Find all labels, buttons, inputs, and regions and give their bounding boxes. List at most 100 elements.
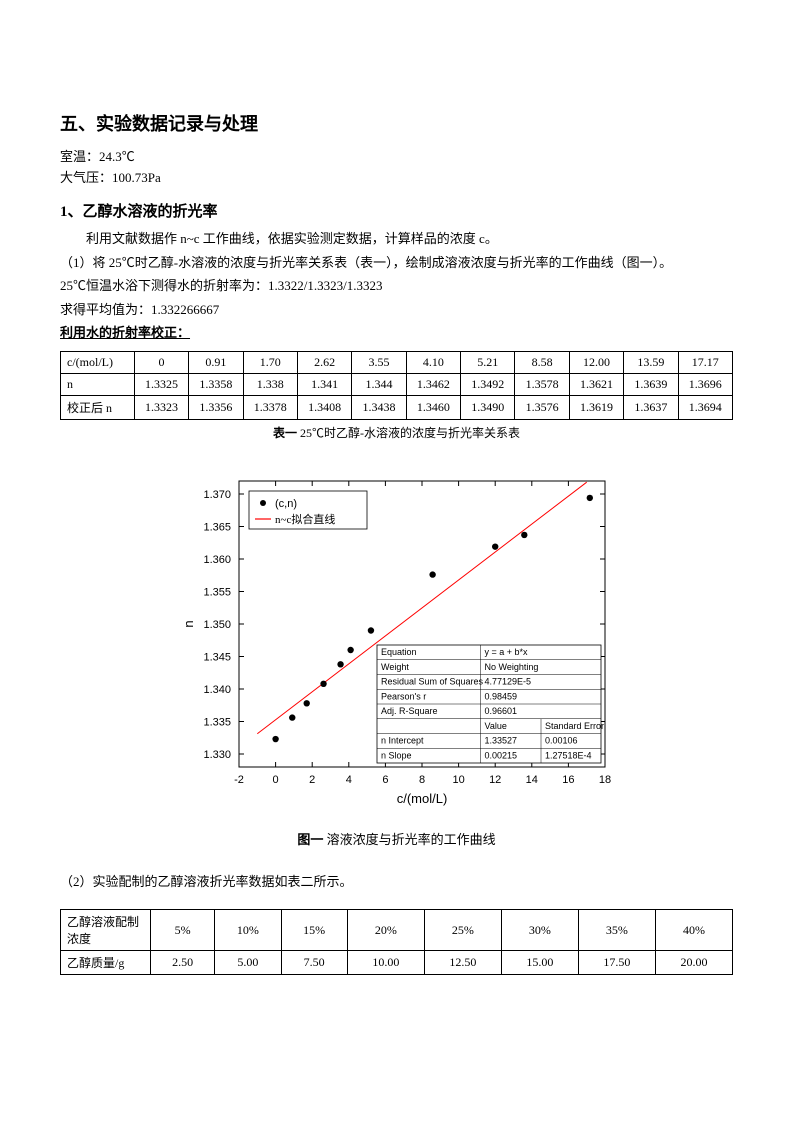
pressure: 大气压：100.73Pa	[60, 167, 733, 186]
table-cell: 1.3492	[461, 373, 515, 395]
svg-text:1.365: 1.365	[203, 521, 231, 533]
svg-text:1.27518E-4: 1.27518E-4	[545, 750, 592, 760]
svg-text:1.345: 1.345	[203, 651, 231, 663]
svg-text:1.33527: 1.33527	[484, 735, 517, 745]
svg-text:0.00106: 0.00106	[545, 735, 578, 745]
table-cell: 20%	[347, 910, 424, 951]
chart-figure-1: -20246810121416181.3301.3351.3401.3451.3…	[177, 471, 617, 811]
svg-text:Equation: Equation	[381, 647, 417, 657]
table-cell: 5%	[151, 910, 215, 951]
svg-text:1.355: 1.355	[203, 586, 231, 598]
table-1-caption: 表一 25℃时乙醇-水溶液的浓度与折光率关系表	[60, 424, 733, 441]
svg-text:1.360: 1.360	[203, 554, 231, 566]
svg-text:0: 0	[272, 774, 278, 786]
svg-text:14: 14	[525, 774, 537, 786]
svg-text:10: 10	[452, 774, 464, 786]
table-cell: 1.3408	[297, 395, 351, 419]
paragraph-4: 求得平均值为：1.332266667	[60, 300, 733, 320]
table-cell: 1.3462	[406, 373, 460, 395]
table-cell: c/(mol/L)	[61, 351, 135, 373]
room-temp: 室温：24.3℃	[60, 146, 733, 165]
table-1: c/(mol/L)00.911.702.623.554.105.218.5812…	[60, 351, 733, 420]
svg-text:0.98459: 0.98459	[484, 691, 517, 701]
svg-text:Pearson's r: Pearson's r	[381, 691, 426, 701]
table-cell: 15.00	[501, 951, 578, 975]
svg-text:Value: Value	[484, 720, 506, 730]
chart-svg: -20246810121416181.3301.3351.3401.3451.3…	[177, 471, 617, 811]
table-cell: 0.91	[189, 351, 243, 373]
table-cell: 1.338	[243, 373, 297, 395]
table-cell: 乙醇质量/g	[61, 951, 151, 975]
table-cell: 3.55	[352, 351, 406, 373]
svg-text:-2: -2	[234, 774, 244, 786]
svg-text:0.00215: 0.00215	[484, 750, 517, 760]
svg-text:Weight: Weight	[381, 661, 409, 671]
table-cell: 10%	[215, 910, 281, 951]
table-cell: 1.3637	[624, 395, 678, 419]
table-cell: 1.3694	[678, 395, 732, 419]
table-cell: 1.3358	[189, 373, 243, 395]
svg-text:n~c拟合直线: n~c拟合直线	[275, 512, 335, 526]
svg-text:1.340: 1.340	[203, 684, 231, 696]
table-cell: 20.00	[655, 951, 732, 975]
paragraph-5: 利用水的折射率校正：	[60, 323, 733, 343]
svg-text:1.370: 1.370	[203, 489, 231, 501]
table-cell: 1.3578	[515, 373, 569, 395]
table-cell: 1.3639	[624, 373, 678, 395]
table-cell: 5.21	[461, 351, 515, 373]
svg-text:Adj. R-Square: Adj. R-Square	[381, 706, 438, 716]
table-cell: 4.10	[406, 351, 460, 373]
paragraph-2: （1）将 25℃时乙醇-水溶液的浓度与折光率关系表（表一），绘制成溶液浓度与折光…	[60, 253, 733, 273]
table-cell: 1.3621	[569, 373, 623, 395]
table-cell: 校正后 n	[61, 395, 135, 419]
table-cell: 1.70	[243, 351, 297, 373]
table-2: 乙醇溶液配制浓度5%10%15%20%25%30%35%40%乙醇质量/g2.5…	[60, 909, 733, 975]
svg-text:4: 4	[345, 774, 351, 786]
figure-1-caption-rest: 溶液浓度与折光率的工作曲线	[323, 832, 495, 847]
table-cell: 1.3356	[189, 395, 243, 419]
table-cell: 5.00	[215, 951, 281, 975]
svg-text:8: 8	[418, 774, 424, 786]
svg-text:1.335: 1.335	[203, 716, 231, 728]
table-cell: 7.50	[281, 951, 347, 975]
svg-text:1.350: 1.350	[203, 619, 231, 631]
svg-text:0.96601: 0.96601	[484, 706, 517, 716]
svg-text:(c,n): (c,n)	[275, 498, 297, 510]
table-cell: 10.00	[347, 951, 424, 975]
svg-text:2: 2	[309, 774, 315, 786]
svg-text:18: 18	[598, 774, 610, 786]
table-cell: 1.3490	[461, 395, 515, 419]
table-cell: 17.50	[578, 951, 655, 975]
svg-text:1.330: 1.330	[203, 749, 231, 761]
figure-1-caption-bold: 图一	[297, 832, 323, 847]
svg-text:c/(mol/L): c/(mol/L)	[396, 791, 447, 806]
table-cell: 1.3460	[406, 395, 460, 419]
table-cell: 12.00	[569, 351, 623, 373]
table-cell: 17.17	[678, 351, 732, 373]
table-cell: 2.62	[297, 351, 351, 373]
svg-text:n Intercept: n Intercept	[381, 735, 424, 745]
table-cell: 1.3438	[352, 395, 406, 419]
svg-text:12: 12	[489, 774, 501, 786]
figure-1-caption: 图一 溶液浓度与折光率的工作曲线	[60, 829, 733, 848]
table-cell: 1.3325	[134, 373, 188, 395]
table-cell: 0	[134, 351, 188, 373]
svg-text:No Weighting: No Weighting	[484, 661, 538, 671]
svg-text:n Slope: n Slope	[381, 750, 412, 760]
table-cell: 40%	[655, 910, 732, 951]
table-cell: 15%	[281, 910, 347, 951]
table-cell: 1.3619	[569, 395, 623, 419]
table-cell: 12.50	[424, 951, 501, 975]
table-cell: 8.58	[515, 351, 569, 373]
svg-text:Residual Sum of Squares: Residual Sum of Squares	[381, 676, 484, 686]
section-title: 五、实验数据记录与处理	[60, 110, 733, 136]
subsection-title: 1、乙醇水溶液的折光率	[60, 200, 733, 221]
table-cell: 1.341	[297, 373, 351, 395]
table-cell: 2.50	[151, 951, 215, 975]
table-cell: 35%	[578, 910, 655, 951]
svg-text:Standard Error: Standard Error	[545, 720, 604, 730]
table-cell: 1.344	[352, 373, 406, 395]
svg-text:n: n	[181, 620, 196, 627]
table-cell: 13.59	[624, 351, 678, 373]
paragraph-1: 利用文献数据作 n~c 工作曲线，依据实验测定数据，计算样品的浓度 c。	[60, 229, 733, 249]
